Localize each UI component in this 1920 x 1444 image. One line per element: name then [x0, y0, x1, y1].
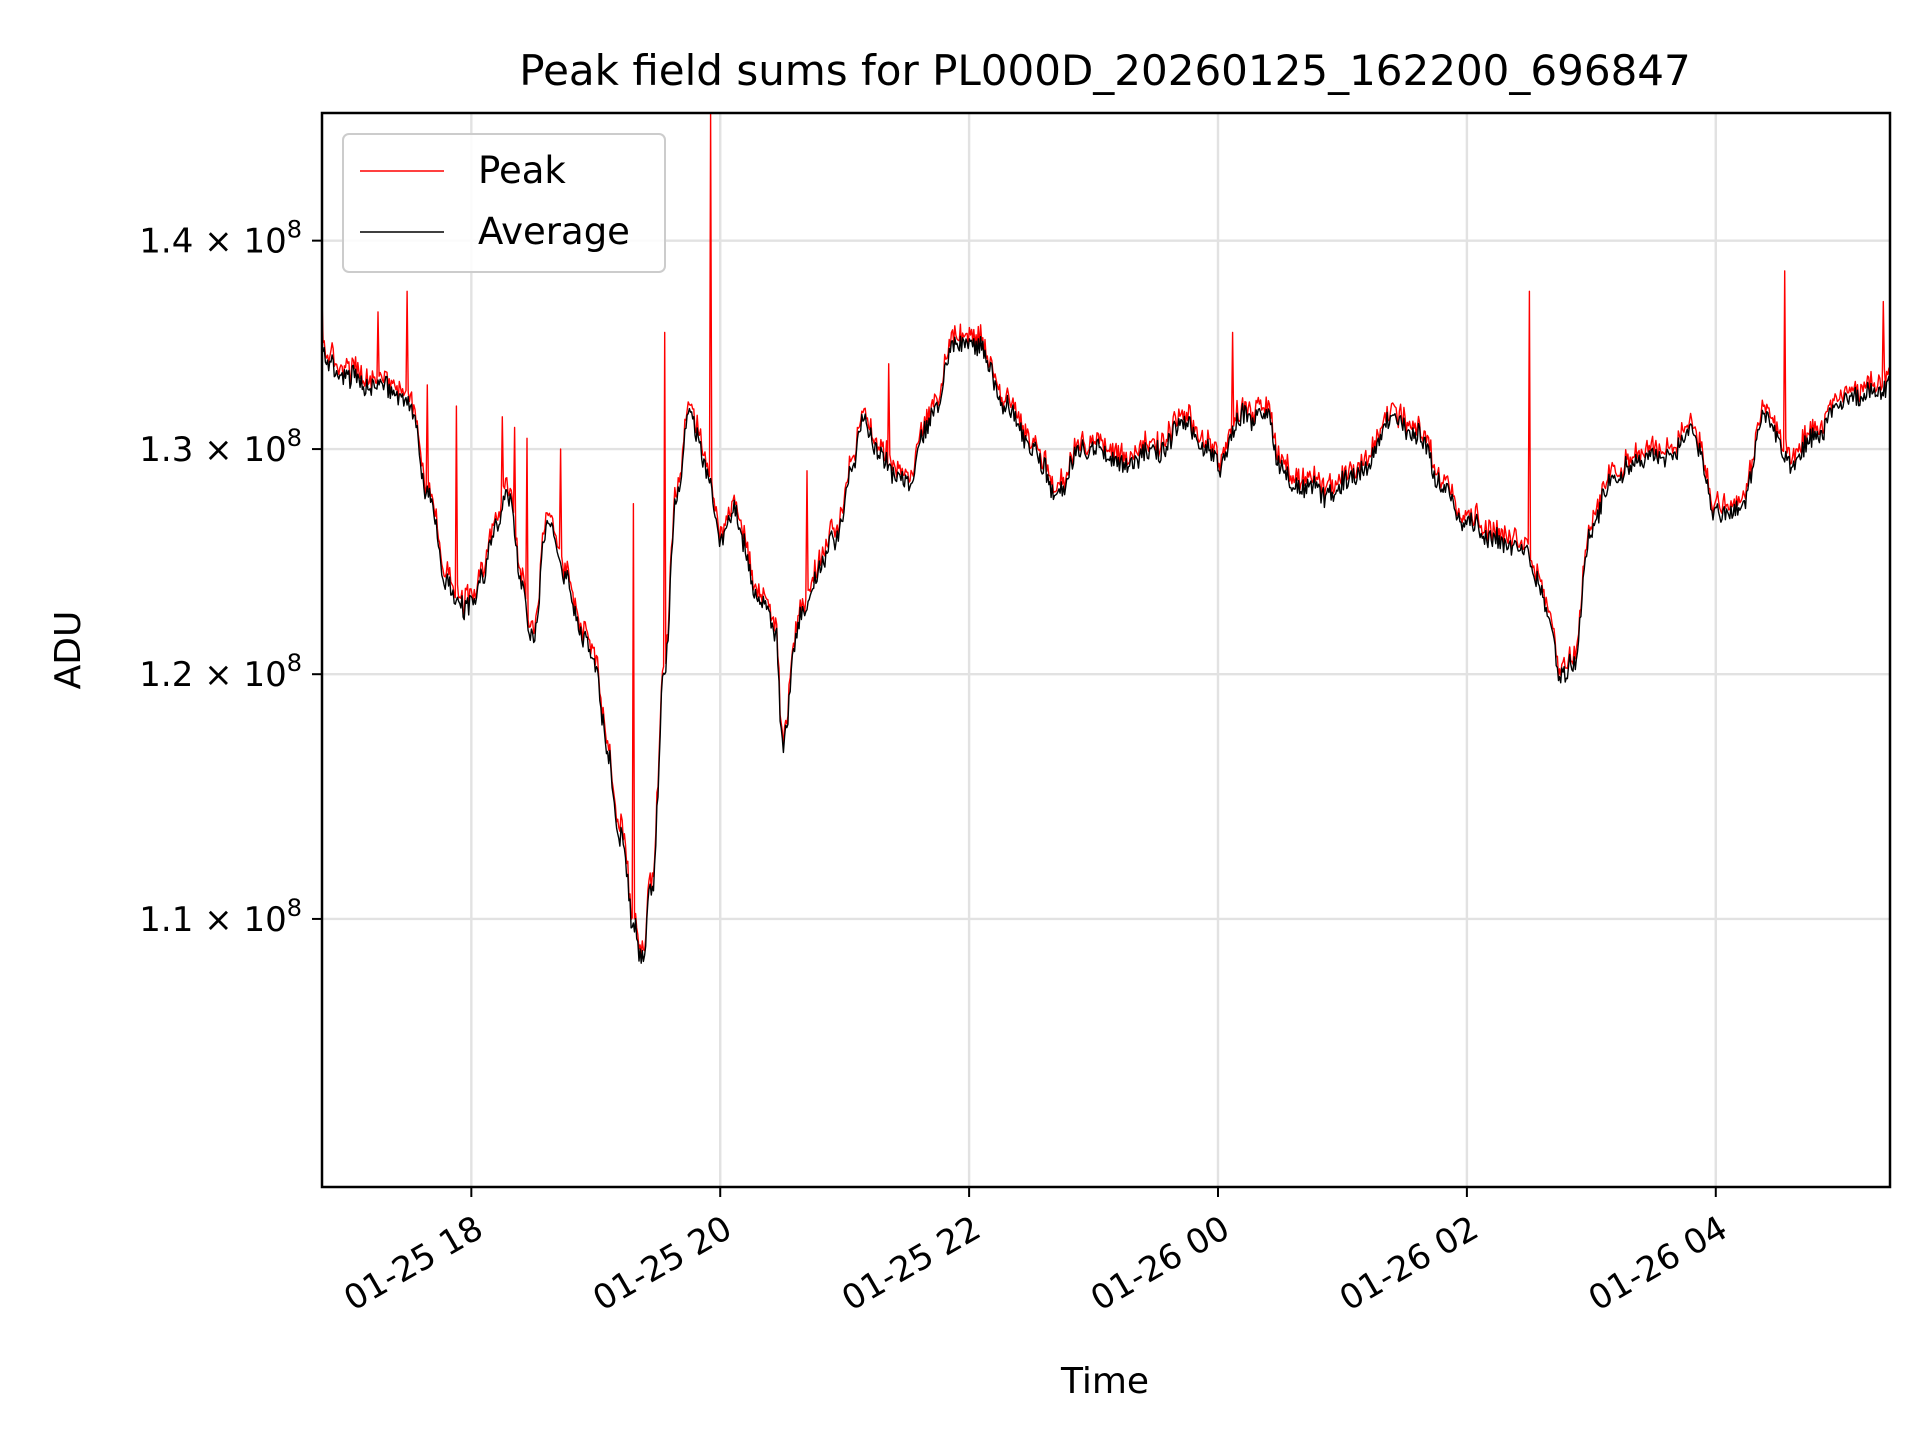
y-tick-label: 1.3 × 108: [139, 424, 302, 470]
y-tick-label: 1.2 × 108: [139, 649, 302, 695]
series-peak-line: [322, 113, 1890, 955]
y-tick-label: 1.4 × 108: [139, 216, 302, 262]
chart-title: Peak field sums for PL000D_20260125_1622…: [519, 46, 1690, 95]
series-layer: [322, 113, 1890, 964]
legend-peak-label: Peak: [478, 149, 566, 192]
legend-box: [342, 133, 666, 273]
legend-average-label: Average: [478, 210, 630, 253]
y-axis-label: ADU: [48, 611, 89, 690]
x-axis-label: Time: [1060, 1361, 1149, 1402]
series-average-line: [322, 335, 1890, 964]
plot-frame: [320, 111, 1892, 1189]
legend: Peak Average: [342, 133, 666, 273]
y-tick-label: 1.1 × 108: [139, 894, 302, 940]
